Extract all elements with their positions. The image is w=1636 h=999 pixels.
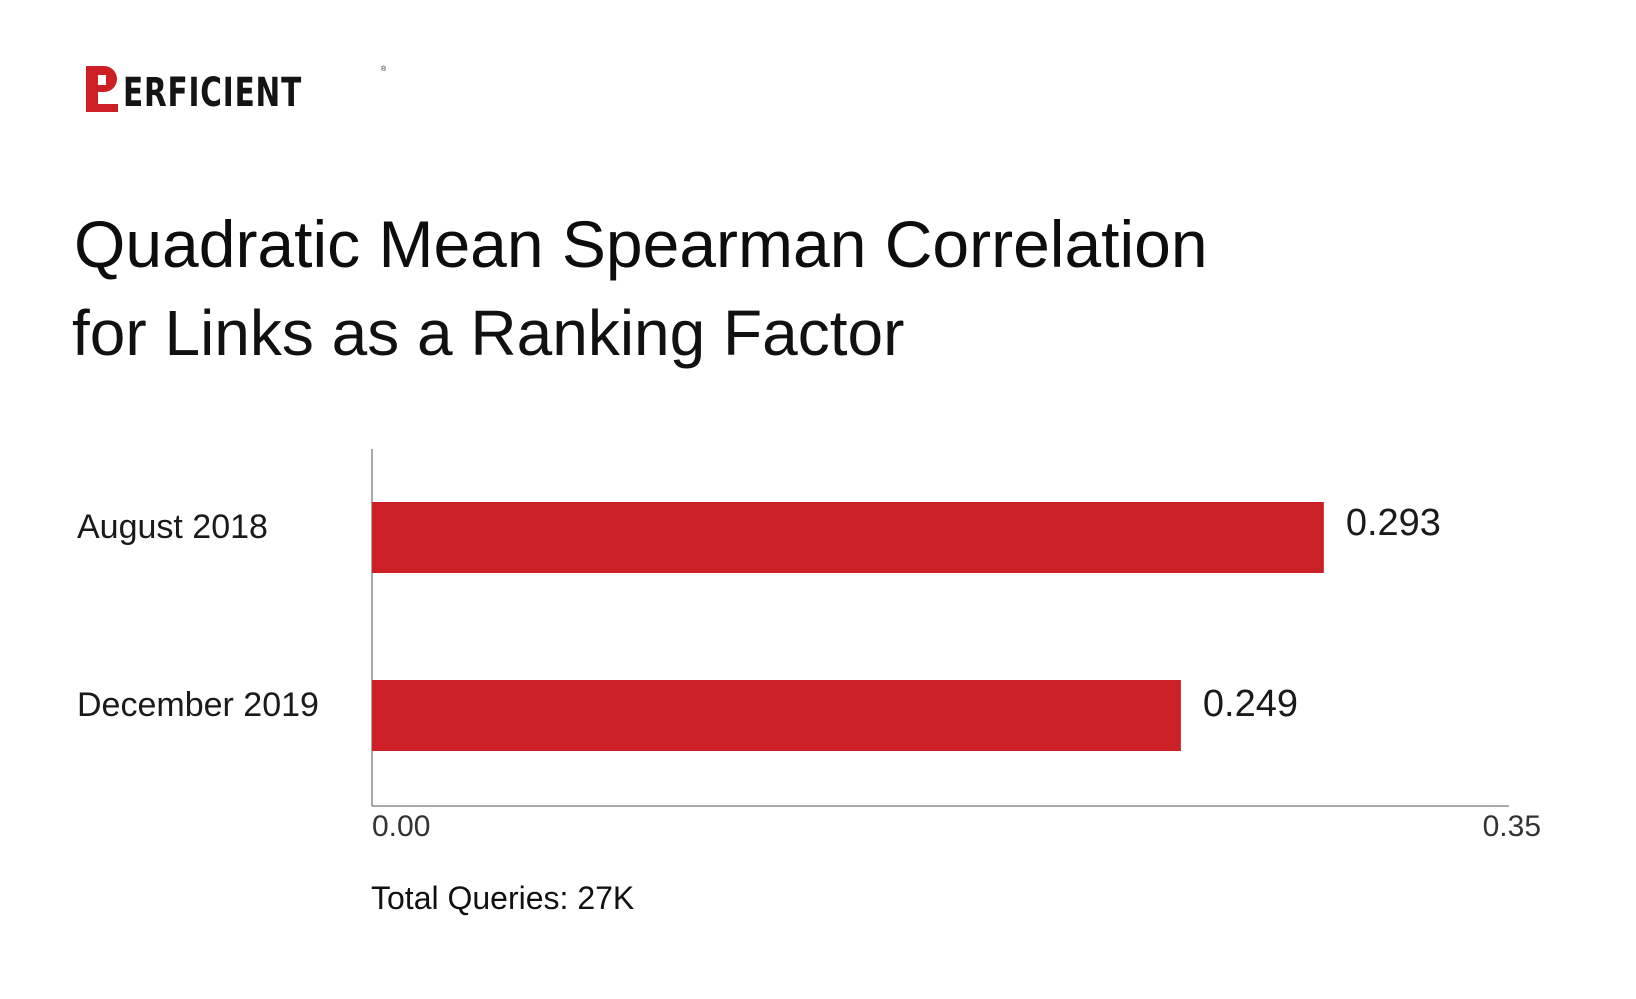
brand-logo-text: ERFICIENT xyxy=(123,70,303,116)
chart-title: Quadratic Mean Spearman Correlation xyxy=(74,207,1208,281)
bar-1 xyxy=(372,680,1181,751)
brand-logo: ERFICIENT ® xyxy=(84,64,386,116)
value-label-1: 0.249 xyxy=(1203,683,1298,725)
category-label-0: August 2018 xyxy=(77,508,268,546)
value-label-0: 0.293 xyxy=(1346,502,1441,544)
bar-0 xyxy=(372,502,1324,573)
registered-mark: ® xyxy=(381,66,387,73)
total-queries-note: Total Queries: 27K xyxy=(371,880,635,916)
x-tick-label-1: 0.35 xyxy=(1483,810,1541,843)
category-label-1: December 2019 xyxy=(77,686,319,724)
chart-subtitle: for Links as a Ranking Factor xyxy=(72,297,905,369)
x-tick-label-0: 0.00 xyxy=(372,810,430,843)
perficient-p-icon xyxy=(86,66,118,112)
